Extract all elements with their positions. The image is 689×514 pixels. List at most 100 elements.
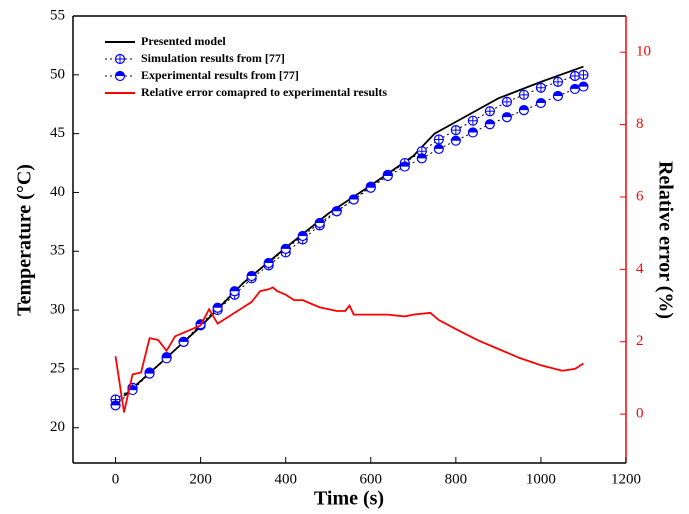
marker (552, 76, 564, 87)
y-tick-label: 45 (50, 125, 65, 141)
marker (314, 217, 325, 229)
y2-tick-label: 8 (636, 116, 644, 132)
marker-cross (485, 106, 495, 116)
marker-fill (281, 244, 291, 249)
marker-cross (536, 83, 546, 93)
marker-fill (383, 171, 393, 176)
marker (535, 97, 547, 109)
y2-axis-title: Relative error (%) (654, 161, 676, 319)
marker (450, 125, 461, 136)
marker (501, 112, 512, 123)
marker (467, 115, 478, 126)
x-tick-label: 400 (274, 471, 297, 487)
marker-cross (519, 90, 529, 100)
marker (114, 70, 126, 82)
marker-fill (485, 119, 495, 125)
legend-label: Experimental results from [77] (141, 68, 299, 82)
marker (578, 81, 589, 92)
marker-cross (502, 97, 512, 107)
marker-fill (213, 303, 223, 308)
y-tick-label: 20 (50, 419, 65, 435)
marker (450, 135, 461, 146)
marker-cross (578, 70, 588, 80)
marker-cross (115, 54, 125, 64)
series-line (114, 286, 584, 413)
series-line (123, 65, 584, 397)
marker-fill (179, 337, 189, 342)
marker-fill (315, 218, 325, 224)
marker (552, 90, 564, 102)
marker-cross (451, 125, 461, 135)
marker-fill (230, 286, 240, 292)
marker-fill (570, 84, 580, 89)
y-tick-label: 35 (50, 243, 65, 259)
y-tick-label: 25 (50, 360, 65, 376)
marker (569, 70, 581, 82)
legend-label: Relative error comapred to experimental … (141, 85, 387, 99)
marker (348, 194, 359, 205)
marker-fill (162, 353, 172, 359)
marker (416, 153, 427, 164)
y2-tick-label: 2 (636, 333, 644, 349)
marker (518, 105, 530, 116)
marker-fill (366, 183, 376, 188)
marker (212, 302, 223, 313)
marker (229, 286, 240, 297)
marker-fill (111, 400, 121, 406)
marker (433, 134, 444, 145)
x-tick-label: 1000 (526, 471, 556, 487)
marker (484, 106, 495, 117)
marker-cross (468, 116, 478, 126)
marker (331, 206, 342, 217)
marker (246, 270, 257, 282)
marker-fill (578, 82, 588, 87)
x-axis-title: Time (s) (314, 488, 384, 510)
marker-fill (400, 162, 410, 167)
marker (569, 83, 581, 95)
marker-fill (553, 91, 563, 96)
series-connector (115, 86, 584, 406)
marker-fill (502, 112, 512, 118)
marker-fill (298, 231, 308, 236)
y2-tick-label: 0 (636, 406, 644, 422)
marker (382, 170, 393, 182)
marker (161, 353, 172, 364)
marker (365, 182, 376, 193)
legend-label: Simulation results from [77] (141, 51, 285, 65)
marker-cross (434, 135, 444, 145)
marker-cross (570, 71, 580, 81)
marker (110, 400, 121, 411)
marker (399, 161, 410, 172)
marker-fill (115, 71, 125, 76)
marker (535, 82, 547, 93)
marker (518, 89, 530, 100)
marker-fill (349, 195, 359, 200)
x-tick-label: 1200 (611, 471, 641, 487)
marker (178, 336, 189, 347)
legend-label: Presented model (141, 34, 226, 48)
y-tick-label: 55 (50, 7, 65, 23)
marker (501, 96, 512, 107)
marker (297, 230, 308, 242)
marker-cross (553, 77, 563, 87)
x-tick-label: 600 (360, 471, 383, 487)
y-tick-label: 40 (50, 184, 65, 200)
marker (144, 368, 155, 379)
marker (114, 53, 126, 65)
marker-fill (417, 153, 427, 159)
marker-fill (264, 258, 274, 264)
x-tick-label: 0 (112, 471, 120, 487)
x-tick-label: 200 (189, 471, 212, 487)
marker (263, 257, 274, 269)
y2-tick-label: 10 (636, 44, 651, 60)
marker-fill (145, 369, 155, 374)
marker-fill (332, 206, 342, 212)
marker (416, 146, 427, 157)
marker-fill (434, 144, 444, 149)
y-tick-label: 30 (50, 302, 65, 318)
marker-fill (468, 127, 478, 133)
marker (578, 69, 589, 80)
marker (484, 119, 495, 130)
y-axis-title: Temperature (°C) (14, 164, 36, 316)
